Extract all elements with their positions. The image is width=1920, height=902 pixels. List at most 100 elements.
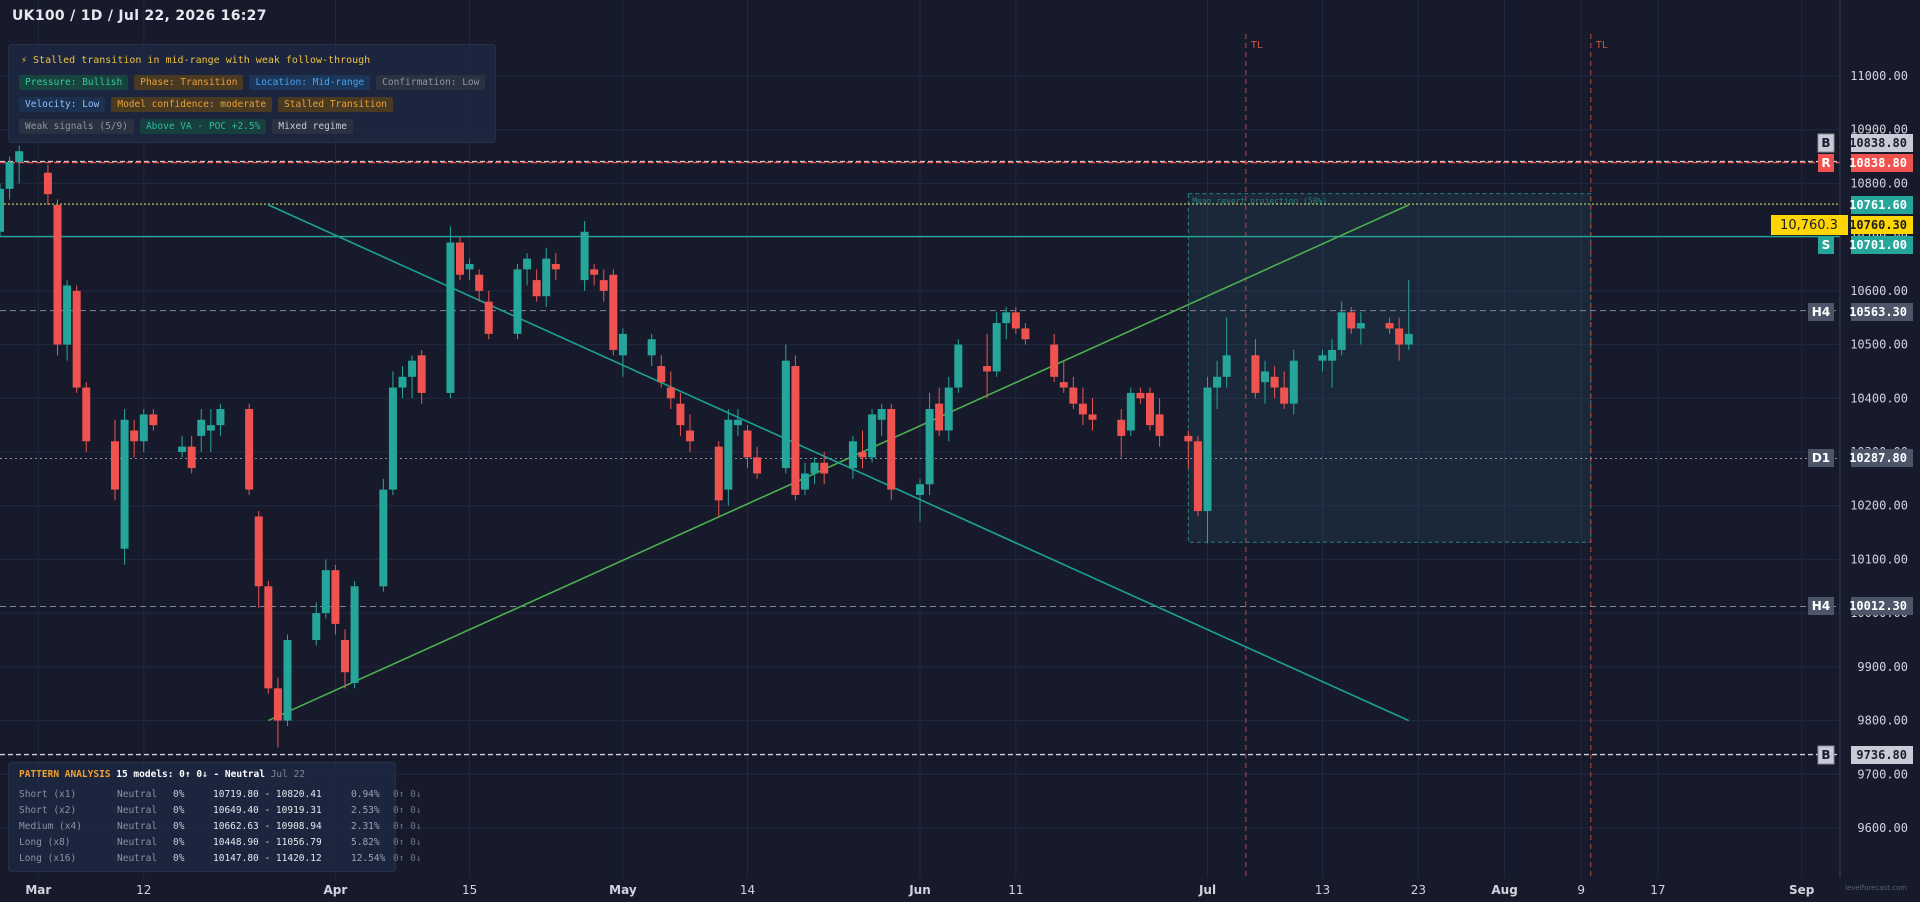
- candle-body: [484, 301, 493, 334]
- candle-body: [1155, 414, 1164, 436]
- candle-body: [398, 376, 407, 388]
- confirmation-tag: Confirmation: Low: [376, 75, 486, 90]
- candle-body: [686, 430, 694, 442]
- candle-body: [791, 366, 800, 495]
- candle-body: [820, 462, 829, 474]
- candle-body: [848, 441, 857, 469]
- candle-body: [63, 285, 72, 345]
- candle-body: [992, 323, 1001, 372]
- candle-body: [1289, 360, 1298, 404]
- candle-body: [1117, 419, 1126, 436]
- candle-body: [446, 242, 455, 393]
- candle-body: [983, 366, 992, 372]
- candle-body: [245, 409, 254, 490]
- y-tick-label: 9600.00: [1857, 821, 1908, 835]
- candle-body: [417, 355, 426, 393]
- signal-headline: ⚡ Stalled transition in mid-range with w…: [21, 55, 371, 66]
- pattern-horizon: Short (x1): [19, 789, 77, 800]
- candle-body: [1337, 312, 1346, 350]
- pattern-probability: 0%: [173, 805, 185, 816]
- candle-body: [1021, 328, 1030, 340]
- candle-body: [753, 457, 762, 474]
- y-tick-label: 11000.00: [1850, 69, 1908, 83]
- y-tick-label: 10400.00: [1850, 391, 1908, 405]
- candle-body: [1059, 382, 1068, 388]
- current-price-tag: [1771, 215, 1848, 235]
- x-tick-label: 11: [1008, 883, 1023, 897]
- candle-body: [273, 688, 282, 721]
- pattern-range: 10448.90 - 11056.79: [213, 837, 322, 848]
- candle-body: [82, 387, 91, 442]
- x-tick-label: Mar: [25, 883, 51, 897]
- pattern-direction: Neutral: [117, 837, 158, 848]
- candle-body: [551, 264, 560, 270]
- axis-side-label: B: [1821, 748, 1830, 762]
- candle-body: [887, 409, 896, 490]
- candle-body: [53, 204, 62, 345]
- candle-body: [868, 414, 877, 458]
- candle-body: [456, 242, 464, 275]
- x-tick-label: 9: [1577, 883, 1585, 897]
- x-tick-label: 17: [1650, 883, 1665, 897]
- axis-price-tag: [1851, 746, 1913, 764]
- pattern-range: 10719.80 - 10820.41: [213, 789, 322, 800]
- pattern-flags: 0↑ 0↓: [393, 805, 422, 816]
- axis-price-value: 10760.30: [1849, 218, 1907, 232]
- x-tick-label: 12: [136, 883, 151, 897]
- pattern-analysis-title: PATTERN ANALYSIS: [19, 769, 111, 780]
- projection-zone-label: Mean revert projection (50%): [1192, 197, 1327, 206]
- projection-zone: [1187, 193, 1592, 543]
- candle-body: [43, 172, 52, 195]
- axis-price-tag: [1851, 449, 1913, 467]
- candle-body: [1193, 441, 1202, 512]
- candle-body: [465, 264, 474, 270]
- x-tick-label: Apr: [324, 883, 348, 897]
- axis-side-label: H4: [1812, 305, 1830, 319]
- y-tick-label: 9700.00: [1857, 767, 1908, 781]
- candle-body: [216, 409, 225, 426]
- x-tick-label: Jul: [1198, 883, 1216, 897]
- candle-body: [743, 430, 752, 458]
- candle-body: [532, 280, 541, 297]
- tl-marker-label: TL: [1596, 40, 1608, 51]
- candle-body: [954, 344, 963, 388]
- candle-body: [341, 640, 349, 673]
- candle-body: [149, 414, 158, 426]
- time-axis-background: [0, 878, 1920, 902]
- y-tick-label: 9800.00: [1857, 714, 1908, 728]
- model-confidence-tag: Model confidence: moderate: [111, 97, 273, 112]
- x-tick-label: Sep: [1789, 883, 1815, 897]
- signal-tag-row-3: Weak signals (5/9) Above VA - POC +2.5% …: [19, 119, 353, 134]
- y-tick-label: 10600.00: [1850, 284, 1908, 298]
- candle-body: [877, 409, 886, 420]
- y-tick-label: 10100.00: [1850, 552, 1908, 566]
- axis-price-tag: [1851, 216, 1913, 234]
- candle-body: [1136, 392, 1145, 399]
- pattern-analysis-panel: PATTERN ANALYSIS 15 models: 0↑ 0↓ - Neut…: [8, 762, 422, 872]
- x-tick-label: 15: [462, 883, 477, 897]
- y-tick-label: 9900.00: [1857, 660, 1908, 674]
- watermark: levelforecast.com: [1845, 884, 1908, 892]
- candle-body: [1251, 355, 1260, 393]
- candle-body: [1088, 414, 1097, 420]
- candle-body: [321, 570, 330, 614]
- chart-title: UK100 / 1D / Jul 22, 2026 16:27: [12, 8, 267, 24]
- candle-body: [111, 441, 119, 490]
- candle-body: [1385, 323, 1394, 329]
- candle-body: [944, 387, 953, 431]
- phase-tag: Phase: Transition: [134, 75, 244, 90]
- pattern-models-summary: 15 models: 0↑ 0↓ - Neutral: [116, 769, 265, 780]
- candle-body: [590, 269, 599, 275]
- axis-price-tag: [1851, 236, 1913, 254]
- candle-body: [513, 269, 522, 334]
- pattern-direction: Neutral: [117, 853, 158, 864]
- axis-price-value: 10287.80: [1849, 451, 1907, 465]
- y-tick-label: 10900.00: [1850, 123, 1908, 137]
- candle-body: [733, 419, 742, 426]
- candle-body: [130, 430, 139, 442]
- candle-body: [187, 446, 196, 469]
- pattern-flags: 0↑ 0↓: [393, 789, 422, 800]
- axis-price-value: 10701.00: [1849, 238, 1907, 252]
